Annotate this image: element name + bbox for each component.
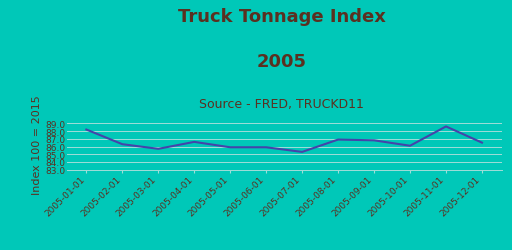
Text: Source - FRED, TRUCKD11: Source - FRED, TRUCKD11 bbox=[199, 98, 364, 110]
Y-axis label: Index 100 = 2015: Index 100 = 2015 bbox=[32, 95, 42, 195]
Text: Truck Tonnage Index: Truck Tonnage Index bbox=[178, 8, 386, 26]
Text: 2005: 2005 bbox=[257, 52, 307, 70]
